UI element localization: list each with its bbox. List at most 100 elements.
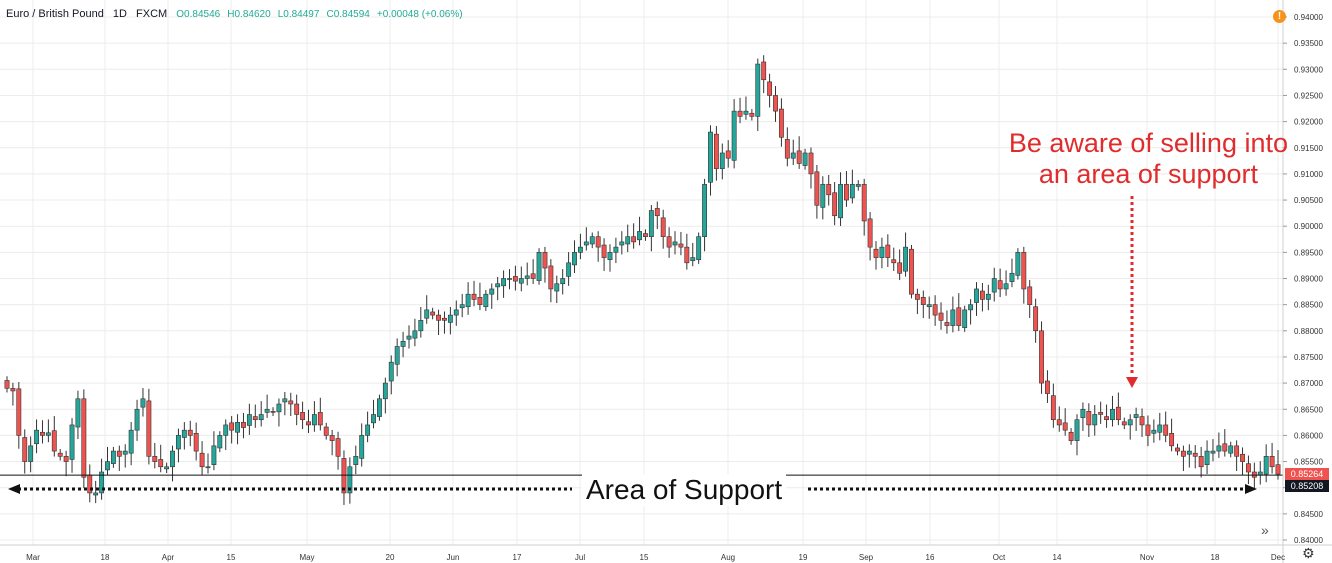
candle bbox=[885, 234, 891, 267]
candle bbox=[1263, 444, 1269, 483]
candle bbox=[566, 252, 572, 286]
candle-body bbox=[406, 335, 412, 340]
candle-body bbox=[725, 150, 731, 159]
candle bbox=[424, 295, 430, 324]
ohlc-change: +0.00048 (+0.06%) bbox=[376, 9, 463, 20]
candle-body bbox=[589, 236, 595, 245]
candle-body bbox=[1045, 380, 1050, 394]
candle-body bbox=[181, 429, 187, 438]
candle-body bbox=[867, 218, 873, 248]
candle-body bbox=[1027, 286, 1033, 305]
candle bbox=[170, 445, 175, 482]
candle-body bbox=[164, 466, 170, 470]
candle-body bbox=[158, 459, 164, 468]
candle bbox=[1062, 408, 1068, 436]
time-tick-label: 20 bbox=[386, 553, 395, 562]
alert-icon[interactable]: ! bbox=[1273, 10, 1286, 23]
candle-body bbox=[1098, 412, 1104, 415]
candle-body bbox=[891, 259, 897, 264]
price-tick-label: 0.87000 bbox=[1294, 379, 1323, 388]
candle-body bbox=[566, 262, 572, 277]
candle bbox=[134, 399, 140, 441]
candle bbox=[512, 265, 518, 291]
candle-body bbox=[1251, 471, 1257, 478]
candle bbox=[844, 171, 849, 207]
candle bbox=[1222, 429, 1228, 457]
candle-body bbox=[128, 429, 134, 454]
candle-body bbox=[1139, 416, 1145, 426]
candle-body bbox=[767, 81, 773, 96]
time-tick-label: 17 bbox=[513, 553, 522, 562]
candle-body bbox=[453, 309, 459, 316]
candle-body bbox=[962, 309, 968, 328]
candle-body bbox=[512, 276, 518, 282]
candle bbox=[40, 420, 45, 444]
candle-body bbox=[1151, 429, 1157, 434]
candle-body bbox=[288, 400, 294, 405]
candle bbox=[229, 416, 235, 444]
candle bbox=[560, 269, 566, 295]
candle-body bbox=[873, 248, 879, 258]
candle bbox=[897, 249, 903, 281]
candle bbox=[1133, 407, 1139, 431]
candle-body bbox=[1003, 283, 1009, 290]
candle-body bbox=[968, 304, 974, 311]
candle-body bbox=[176, 435, 181, 450]
candle-body bbox=[832, 192, 838, 217]
candle-body bbox=[187, 429, 193, 436]
candle-body bbox=[1263, 456, 1269, 475]
candle bbox=[152, 442, 158, 469]
candle bbox=[81, 389, 87, 488]
candle bbox=[477, 282, 483, 311]
candle-body bbox=[335, 438, 341, 457]
candle-body bbox=[359, 435, 365, 459]
candle bbox=[181, 422, 187, 450]
interval[interactable]: 1D bbox=[112, 8, 127, 20]
candle-body bbox=[116, 450, 122, 457]
time-tick-label: Nov bbox=[1140, 553, 1154, 562]
candle bbox=[63, 450, 69, 477]
candle-body bbox=[28, 445, 34, 462]
candle-body bbox=[246, 414, 252, 426]
candle-body bbox=[648, 210, 654, 237]
candle-body bbox=[377, 398, 382, 417]
candle bbox=[430, 307, 436, 320]
candle bbox=[1009, 258, 1015, 288]
candle bbox=[991, 267, 997, 302]
symbol-name[interactable]: Euro / British Pound bbox=[6, 8, 104, 20]
candle-body bbox=[22, 437, 28, 462]
candle bbox=[643, 229, 648, 241]
settings-gear-icon[interactable]: ⚙ bbox=[1302, 545, 1315, 561]
candle-body bbox=[684, 246, 690, 264]
candle-body bbox=[483, 293, 489, 308]
candle-body bbox=[879, 246, 885, 258]
candle-body bbox=[205, 466, 211, 469]
support-price-tag: 0.85208 bbox=[1285, 480, 1329, 492]
candle bbox=[235, 414, 240, 445]
candle-body bbox=[1080, 408, 1086, 418]
candle bbox=[329, 429, 335, 456]
candle-body bbox=[826, 184, 832, 196]
candle-body bbox=[507, 278, 512, 280]
candle bbox=[317, 397, 323, 431]
candle-body bbox=[838, 184, 843, 219]
candle bbox=[974, 282, 979, 316]
scroll-right-icon[interactable]: » bbox=[1261, 522, 1269, 538]
candle-body bbox=[737, 110, 743, 117]
price-tick-label: 0.84000 bbox=[1294, 536, 1323, 545]
candle bbox=[300, 401, 306, 430]
candle bbox=[436, 309, 441, 335]
candle bbox=[589, 232, 595, 249]
annotation-text: Be aware of selling into an area of supp… bbox=[966, 128, 1288, 190]
time-tick-label: 15 bbox=[640, 553, 649, 562]
price-tick-label: 0.88000 bbox=[1294, 327, 1323, 336]
candle bbox=[1127, 414, 1133, 440]
candle-body bbox=[1163, 424, 1169, 436]
candle bbox=[57, 448, 63, 461]
time-tick-label: 16 bbox=[926, 553, 935, 562]
candle-body bbox=[57, 452, 63, 457]
candle-body bbox=[300, 412, 306, 421]
candle bbox=[1180, 445, 1186, 471]
support-arrow-left-head bbox=[8, 484, 20, 494]
